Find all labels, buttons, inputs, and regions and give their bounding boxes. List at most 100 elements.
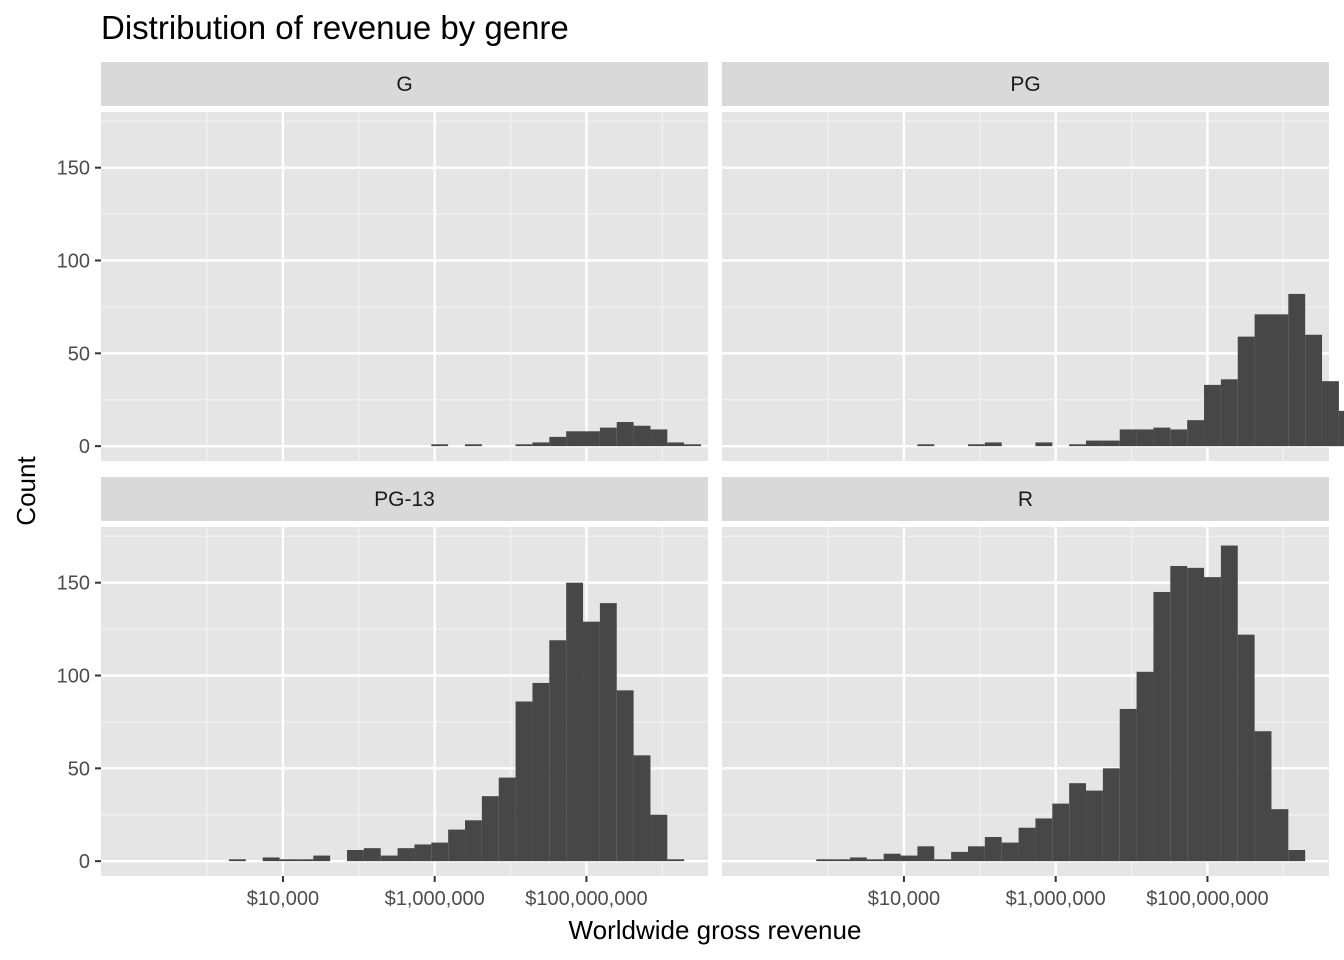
histogram-bar [633, 755, 651, 862]
histogram-bar [866, 859, 884, 862]
histogram-bar [481, 796, 499, 862]
x-tick-label: $1,000,000 [385, 888, 485, 910]
x-tick-label: $100,000,000 [525, 888, 647, 910]
histogram-bar [833, 859, 850, 862]
histogram-bar [967, 846, 985, 862]
histogram-bar [1187, 567, 1205, 862]
histogram-bar [917, 444, 935, 447]
histogram-bar [900, 855, 918, 862]
histogram-bar [816, 859, 834, 862]
histogram-bar [951, 851, 968, 862]
histogram-bar [650, 814, 668, 862]
histogram-bar [984, 837, 1002, 862]
histogram-bar [566, 582, 584, 862]
histogram-bar [1220, 545, 1238, 862]
histogram-bar [1338, 410, 1344, 447]
histogram-bar [498, 777, 516, 862]
histogram-bar [1119, 429, 1137, 447]
histogram-bar [465, 820, 482, 862]
histogram-bar [515, 444, 533, 447]
histogram-bar [431, 444, 449, 447]
facet-strip-pg-13 [101, 477, 708, 521]
histogram-bar [616, 422, 634, 447]
histogram-bar [616, 690, 634, 862]
histogram-bar [1069, 783, 1087, 862]
chart-title: Distribution of revenue by genre [101, 9, 569, 46]
histogram-bar [549, 640, 567, 862]
histogram-bar [583, 621, 600, 862]
histogram-bar [549, 436, 567, 447]
histogram-bar [532, 442, 550, 447]
histogram-bar [296, 859, 314, 862]
histogram-bar [279, 859, 297, 862]
histogram-bar [1170, 565, 1188, 862]
histogram-bar [313, 855, 331, 862]
y-tick-label: 0 [79, 851, 90, 873]
histogram-bar [1220, 379, 1238, 447]
y-tick-label: 100 [57, 666, 90, 688]
histogram-bar [1153, 591, 1171, 862]
x-tick-label: $100,000,000 [1146, 888, 1268, 910]
histogram-bar [363, 848, 381, 862]
histogram-bar [1271, 314, 1289, 447]
histogram-bar [1102, 768, 1120, 862]
histogram-bar [583, 431, 600, 447]
histogram-bar [346, 850, 364, 862]
panel-r: R $10,000 $1,000,000 $100,000,000 [722, 477, 1329, 910]
y-tick-label: 150 [57, 573, 90, 595]
histogram-bar [1322, 381, 1339, 447]
histogram-bar [1086, 790, 1103, 862]
histogram-bar [1237, 634, 1255, 862]
histogram-bar [967, 444, 985, 447]
facet-label-r: R [1018, 488, 1033, 511]
histogram-bar [380, 855, 398, 862]
facet-strip-g [101, 62, 708, 106]
x-axis-title: Worldwide gross revenue [569, 915, 862, 945]
histogram-bar [599, 427, 617, 447]
histogram-bar [599, 603, 617, 862]
histogram-bar [1001, 842, 1019, 862]
panel-pg-13: PG-13 0 50 100 150 $10,000 $1,000,000 $100,000,… [57, 477, 708, 910]
y-tick-label: 50 [68, 758, 90, 780]
y-tick-label: 150 [57, 158, 90, 180]
y-tick-label: 50 [68, 343, 90, 365]
histogram-bar [431, 842, 449, 862]
histogram-bar [667, 859, 685, 862]
histogram-bar [984, 442, 1002, 447]
histogram-bar [1288, 293, 1306, 447]
facet-label-pg: PG [1010, 73, 1040, 96]
histogram-bar [414, 844, 432, 862]
histogram-bar [1102, 440, 1120, 447]
histogram-bar [1018, 827, 1036, 862]
histogram-bar [1204, 384, 1221, 447]
histogram-bar [667, 442, 685, 447]
facet-label-pg-13: PG-13 [374, 488, 435, 511]
plot-background-g [101, 112, 708, 461]
histogram-bar [1035, 442, 1053, 447]
y-tick-label: 0 [79, 436, 90, 458]
histogram-bar [1136, 671, 1154, 862]
histogram-bar [917, 846, 935, 862]
panel-g: G 0 50 100 150 [57, 62, 708, 461]
histogram-bar [883, 853, 901, 862]
y-tick-label: 100 [57, 251, 90, 273]
facet-strip-r [722, 477, 1329, 521]
histogram-bar [1271, 809, 1289, 862]
histogram-bar [633, 425, 651, 447]
x-tick-label: $1,000,000 [1006, 888, 1106, 910]
histogram-bar [1237, 336, 1255, 447]
facet-label-g: G [396, 73, 412, 96]
facet-panels: G 0 50 100 150 PG PG-13 0 50 100 150 $10,000 $1,000,… [57, 62, 1344, 910]
histogram-bar [448, 829, 466, 862]
x-tick-label: $10,000 [868, 888, 940, 910]
histogram-bar [934, 859, 952, 862]
histogram-bar [650, 429, 668, 447]
histogram-bar [1086, 440, 1103, 447]
histogram-bar [1119, 708, 1137, 862]
histogram-bar [1035, 818, 1053, 862]
histogram-bar [262, 857, 280, 862]
histogram-bar [465, 444, 482, 447]
histogram-bar [1288, 850, 1306, 862]
histogram-bar [1069, 444, 1087, 447]
